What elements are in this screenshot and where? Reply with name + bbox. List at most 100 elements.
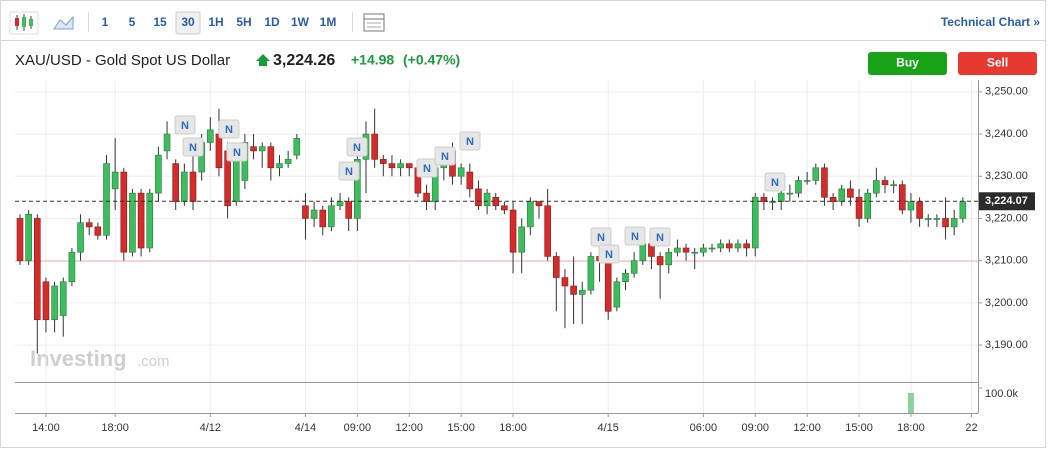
news-marker[interactable]: N bbox=[416, 158, 438, 178]
x-tick-label: 12:00 bbox=[793, 422, 821, 434]
news-marker-box bbox=[649, 227, 671, 247]
candle-body bbox=[146, 192, 154, 249]
candle-body bbox=[111, 171, 119, 190]
news-marker-label: N bbox=[656, 232, 664, 244]
candle-body bbox=[388, 163, 396, 169]
watermark-suffix: .com bbox=[137, 353, 170, 370]
interval-button[interactable]: 30 bbox=[181, 15, 195, 29]
news-marker-label: N bbox=[353, 142, 361, 154]
y-tick-label: 3,240.00 bbox=[985, 128, 1028, 140]
candle-body bbox=[155, 154, 162, 194]
candle-body bbox=[129, 192, 136, 253]
candle-body bbox=[700, 247, 707, 253]
candle-body bbox=[527, 201, 534, 228]
candle-body bbox=[855, 197, 863, 219]
news-marker-label: N bbox=[771, 177, 779, 189]
news-marker-box bbox=[598, 244, 620, 264]
candle-body bbox=[907, 201, 915, 211]
icon-body bbox=[22, 17, 26, 27]
area-icon[interactable] bbox=[53, 15, 74, 30]
candle-body bbox=[85, 222, 93, 228]
news-marker[interactable]: N bbox=[346, 137, 368, 157]
buy-button[interactable] bbox=[868, 52, 947, 75]
interval-button[interactable]: 1M bbox=[320, 15, 337, 29]
news-marker[interactable]: N bbox=[218, 119, 240, 139]
y-tick-label: 3,190.00 bbox=[985, 339, 1028, 351]
x-tick-label: 4/12 bbox=[200, 422, 221, 434]
candle-body bbox=[379, 159, 387, 164]
news-marker[interactable]: N bbox=[590, 227, 612, 247]
candle-body bbox=[483, 192, 491, 207]
candle-body bbox=[293, 137, 301, 156]
candle-body bbox=[829, 197, 837, 202]
interval-button[interactable]: 1H bbox=[208, 15, 223, 29]
candle-body bbox=[552, 256, 560, 278]
x-tick-label: 15:00 bbox=[845, 422, 873, 434]
price-change: +14.98 bbox=[351, 52, 394, 68]
news-marker-label: N bbox=[189, 142, 197, 154]
candle-body bbox=[33, 218, 41, 321]
candle-body bbox=[405, 163, 413, 169]
candle-body bbox=[725, 243, 733, 249]
candle-body bbox=[630, 260, 638, 274]
price-change-pct: (+0.47%) bbox=[403, 52, 460, 68]
news-marker-box bbox=[624, 226, 646, 246]
layout-icon[interactable] bbox=[363, 13, 385, 32]
candle-body bbox=[561, 277, 569, 287]
sell-button[interactable] bbox=[958, 52, 1037, 75]
candle-body bbox=[181, 171, 188, 202]
news-marker-label: N bbox=[345, 166, 353, 178]
news-marker[interactable]: N bbox=[434, 146, 456, 166]
news-marker[interactable]: N bbox=[174, 115, 196, 135]
candle-body bbox=[639, 243, 647, 261]
news-marker-label: N bbox=[605, 249, 613, 261]
candle-body bbox=[68, 251, 76, 283]
news-marker[interactable]: N bbox=[182, 137, 204, 157]
candle-body bbox=[786, 192, 794, 195]
candle-icon[interactable] bbox=[9, 11, 39, 35]
candle-body bbox=[310, 209, 318, 219]
interval-button[interactable]: 1W bbox=[291, 15, 310, 29]
watermark-brand: Investing bbox=[30, 346, 127, 371]
candle-body bbox=[59, 281, 67, 316]
candle-body bbox=[838, 188, 846, 202]
technical-chart-link[interactable]: Technical Chart » bbox=[941, 15, 1040, 29]
candle-body bbox=[423, 192, 430, 202]
candle-body bbox=[354, 159, 361, 219]
candle-body bbox=[708, 247, 716, 250]
candle-body bbox=[509, 209, 517, 253]
current-price-label: 3,224.07 bbox=[985, 195, 1028, 207]
interval-button[interactable]: 1 bbox=[102, 15, 109, 29]
candle-body bbox=[751, 197, 759, 249]
news-marker-box bbox=[338, 161, 360, 181]
candle-body bbox=[812, 167, 820, 181]
news-marker[interactable]: N bbox=[598, 244, 620, 264]
candle-body bbox=[959, 201, 967, 219]
candle-body bbox=[587, 256, 595, 291]
x-tick-label: 09:00 bbox=[741, 422, 769, 434]
news-marker[interactable]: N bbox=[226, 142, 248, 162]
candle-body bbox=[120, 171, 128, 253]
x-tick-label: 18:00 bbox=[499, 422, 527, 434]
buy-label[interactable]: Buy bbox=[896, 56, 919, 70]
news-marker[interactable]: N bbox=[649, 227, 671, 247]
candle-body bbox=[258, 146, 266, 152]
interval-button[interactable]: 15 bbox=[153, 15, 167, 29]
candle-body bbox=[94, 226, 102, 236]
candle-body bbox=[570, 285, 577, 295]
interval-button[interactable]: 1D bbox=[264, 15, 280, 29]
candle-body bbox=[501, 205, 508, 211]
sell-label[interactable]: Sell bbox=[987, 56, 1008, 70]
news-marker[interactable]: N bbox=[624, 226, 646, 246]
y-tick-label: 3,200.00 bbox=[985, 297, 1028, 309]
candle-body bbox=[881, 180, 889, 185]
interval-button[interactable]: 5H bbox=[236, 15, 251, 29]
candle-body bbox=[189, 171, 197, 202]
candle-body bbox=[207, 129, 214, 143]
news-marker[interactable]: N bbox=[764, 172, 786, 192]
candle-body bbox=[16, 218, 24, 261]
news-marker[interactable]: N bbox=[459, 131, 481, 151]
interval-button[interactable]: 5 bbox=[129, 15, 136, 29]
x-tick-label: 18:00 bbox=[101, 422, 129, 434]
news-marker[interactable]: N bbox=[338, 161, 360, 181]
